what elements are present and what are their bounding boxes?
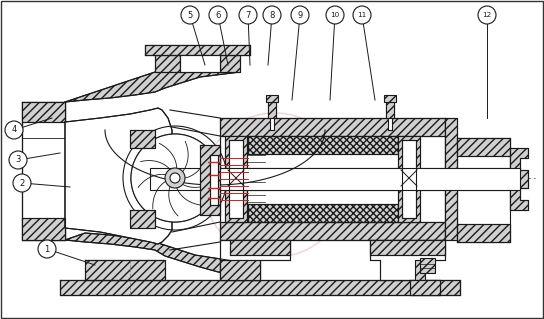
Polygon shape	[220, 260, 260, 280]
Polygon shape	[65, 233, 240, 278]
Circle shape	[13, 174, 31, 192]
Circle shape	[263, 6, 281, 24]
Bar	[266, 95, 278, 102]
Bar	[268, 102, 276, 118]
Polygon shape	[22, 102, 65, 240]
Bar	[386, 102, 394, 118]
Text: 7: 7	[245, 11, 251, 19]
Circle shape	[9, 151, 27, 169]
Polygon shape	[229, 140, 243, 218]
Circle shape	[181, 6, 199, 24]
Bar	[270, 118, 274, 130]
Text: 6: 6	[215, 11, 221, 19]
Circle shape	[353, 6, 371, 24]
Polygon shape	[370, 240, 445, 280]
Polygon shape	[370, 240, 445, 255]
Circle shape	[131, 134, 219, 222]
Polygon shape	[85, 260, 165, 280]
Polygon shape	[65, 108, 172, 244]
Polygon shape	[398, 136, 420, 222]
Circle shape	[478, 6, 496, 24]
Circle shape	[291, 6, 309, 24]
Polygon shape	[220, 55, 240, 72]
Polygon shape	[210, 155, 218, 205]
Bar	[220, 136, 445, 222]
Bar	[150, 168, 520, 190]
Bar	[420, 258, 435, 273]
Text: 深: 深	[228, 181, 238, 195]
Circle shape	[5, 121, 23, 139]
Bar	[386, 102, 394, 118]
Polygon shape	[220, 240, 290, 280]
Circle shape	[239, 6, 257, 24]
Polygon shape	[225, 136, 247, 222]
Circle shape	[209, 6, 227, 24]
Polygon shape	[220, 118, 445, 136]
Polygon shape	[248, 204, 398, 222]
Polygon shape	[22, 218, 65, 240]
Polygon shape	[22, 102, 65, 122]
Circle shape	[326, 6, 344, 24]
Text: 10: 10	[330, 12, 339, 18]
Polygon shape	[445, 118, 457, 240]
Text: 3: 3	[15, 155, 21, 165]
Polygon shape	[220, 222, 445, 240]
Bar	[388, 118, 392, 130]
Polygon shape	[457, 138, 510, 156]
Polygon shape	[510, 148, 528, 210]
Circle shape	[165, 168, 185, 188]
Text: 泵: 泵	[296, 181, 306, 195]
Text: 8: 8	[269, 11, 275, 19]
Polygon shape	[180, 55, 220, 72]
Polygon shape	[145, 45, 250, 55]
Polygon shape	[155, 55, 180, 72]
Text: 12: 12	[483, 12, 492, 18]
Bar	[384, 95, 396, 102]
Text: 5: 5	[187, 11, 193, 19]
Polygon shape	[130, 130, 155, 148]
Text: 1: 1	[45, 244, 50, 254]
Text: 水: 水	[262, 181, 271, 195]
Polygon shape	[248, 136, 398, 154]
Circle shape	[170, 173, 180, 183]
Bar	[268, 102, 276, 118]
Text: 4: 4	[11, 125, 17, 135]
Bar	[415, 260, 425, 280]
Text: 9: 9	[298, 11, 302, 19]
Polygon shape	[410, 280, 440, 295]
Polygon shape	[200, 145, 220, 215]
Text: 2: 2	[20, 179, 24, 188]
Text: 11: 11	[357, 12, 367, 18]
Polygon shape	[402, 140, 416, 218]
Polygon shape	[457, 224, 510, 242]
Polygon shape	[230, 240, 290, 255]
Circle shape	[38, 240, 56, 258]
Polygon shape	[60, 280, 460, 295]
Polygon shape	[130, 210, 155, 228]
Polygon shape	[65, 55, 240, 102]
